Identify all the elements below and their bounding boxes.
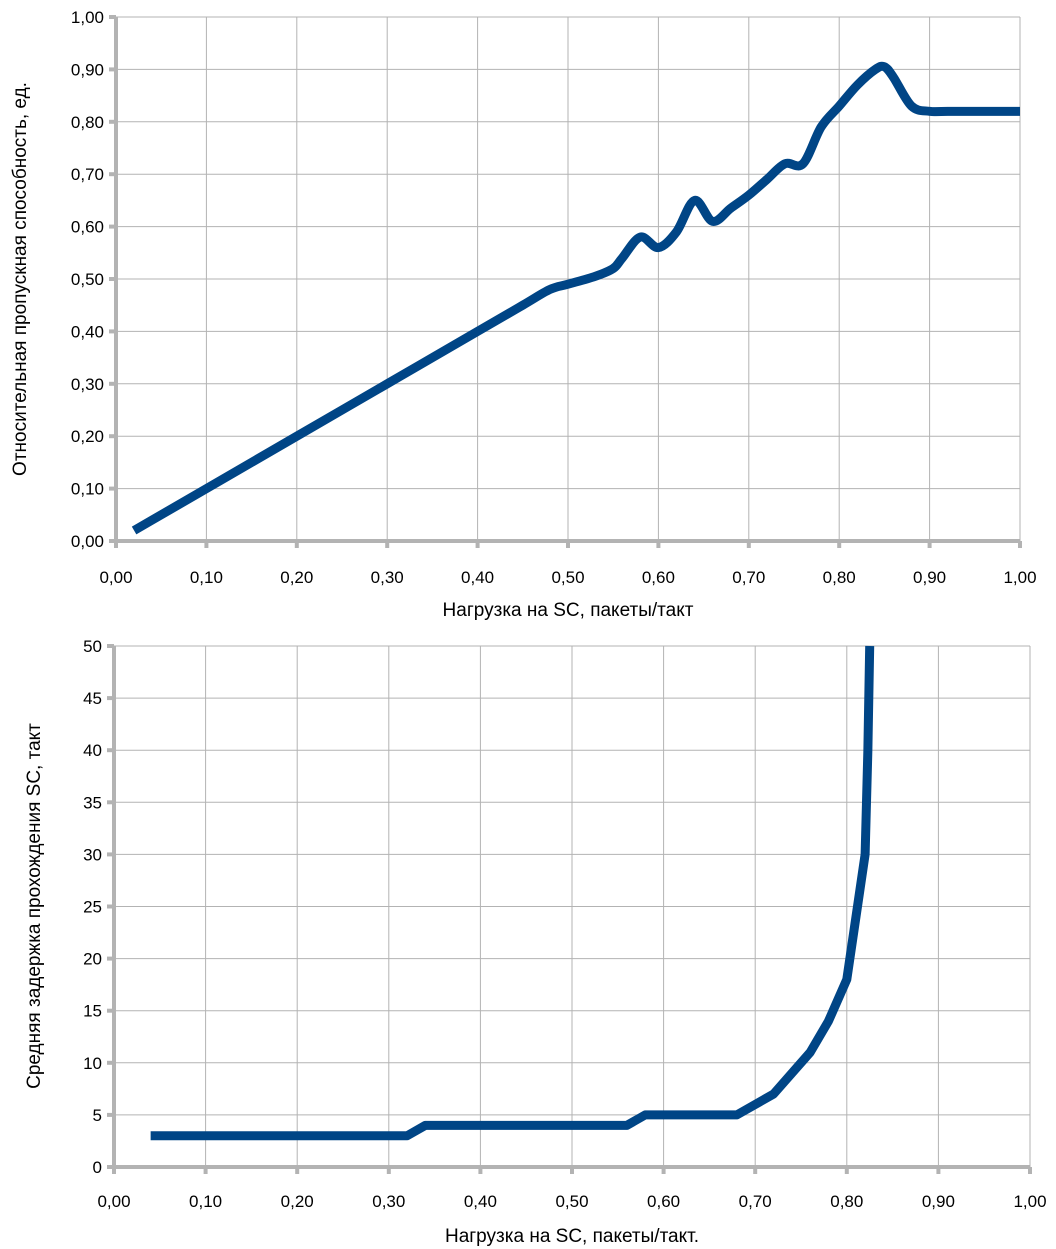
y-tick-label: 1,00 [71, 8, 104, 27]
x-tick-label: 0,50 [551, 568, 584, 587]
y-tick-label: 5 [93, 1106, 102, 1125]
throughput-chart: 0,00 0,10 0,20 0,30 0,40 0,50 0,60 0,70 0,80 0,90… [10, 8, 1037, 621]
y-tick-label: 20 [83, 950, 102, 969]
y-tick-label: 25 [83, 898, 102, 917]
x-tick-label: 0,40 [464, 1192, 497, 1211]
y-tick-label: 0,90 [71, 60, 104, 79]
y-tick-label: 30 [83, 845, 102, 864]
series-line [150, 645, 875, 1141]
x-tick-label: 0,00 [97, 1192, 130, 1211]
x-tick-label: 0,60 [642, 568, 675, 587]
y-tick-label: 0,60 [71, 218, 104, 237]
x-tick-label: 0,90 [913, 568, 946, 587]
y-tick-label: 0,00 [71, 532, 104, 551]
delay-chart: 0,00 0,10 0,20 0,30 0,40 0,50 0,60 0,70 0,80 0,90… [24, 637, 1047, 1247]
y-tick-label: 0,40 [71, 322, 104, 341]
x-tick-label: 1,00 [1013, 1192, 1046, 1211]
y-tick-label: 40 [83, 741, 102, 760]
x-axis-title: Нагрузка на SC, пакеты/такт. [445, 1226, 699, 1247]
x-tick-label: 0,20 [281, 1192, 314, 1211]
x-tick-label: 0,60 [647, 1192, 680, 1211]
x-tick-label: 0,20 [280, 568, 313, 587]
y-tick-label: 45 [83, 689, 102, 708]
y-axis-title: Средняя задержка прохождения SC, такт [24, 723, 45, 1089]
y-tick-label: 0,20 [71, 427, 104, 446]
y-tick-label: 0,10 [71, 480, 104, 499]
y-tick-label: 0,30 [71, 375, 104, 394]
y-tick-label: 0,70 [71, 165, 104, 184]
y-tick-label: 50 [83, 637, 102, 656]
x-tick-label: 0,10 [189, 1192, 222, 1211]
x-tick-label: 1,00 [1003, 568, 1036, 587]
y-tick-label: 0,50 [71, 270, 104, 289]
y-tick-label: 15 [83, 1002, 102, 1021]
y-axis-title: Относительная пропускная способность, ед… [10, 82, 31, 476]
x-axis-title: Нагрузка на SC, пакеты/такт [443, 600, 694, 621]
x-tick-label: 0,00 [99, 568, 132, 587]
x-tick-label: 0,80 [830, 1192, 863, 1211]
x-tick-label: 0,80 [823, 568, 856, 587]
x-tick-label: 0,90 [922, 1192, 955, 1211]
y-tick-label: 0,80 [71, 113, 104, 132]
y-tick-label: 0 [93, 1158, 102, 1177]
x-tick-label: 0,70 [732, 568, 765, 587]
x-tick-label: 0,30 [371, 568, 404, 587]
y-tick-label: 10 [83, 1054, 102, 1073]
x-tick-label: 0,50 [555, 1192, 588, 1211]
y-tick-label: 35 [83, 793, 102, 812]
x-tick-label: 0,40 [461, 568, 494, 587]
x-tick-label: 0,30 [372, 1192, 405, 1211]
x-tick-label: 0,70 [739, 1192, 772, 1211]
series-line [131, 61, 1020, 535]
x-tick-label: 0,10 [190, 568, 223, 587]
